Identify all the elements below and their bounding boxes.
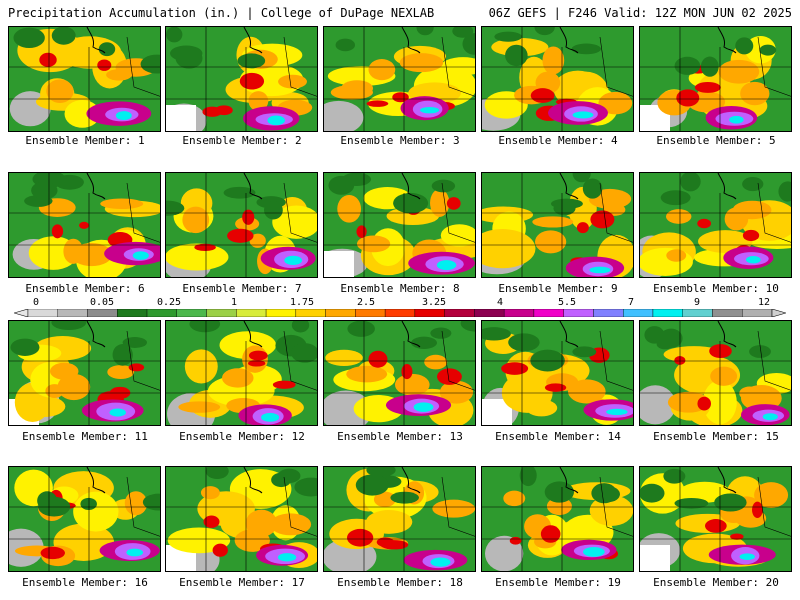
colorbar-tick-label: 7 <box>627 297 635 308</box>
ensemble-panel <box>8 466 161 572</box>
ensemble-panel <box>8 26 161 132</box>
ensemble-panel <box>323 26 476 132</box>
precip-map <box>640 467 791 571</box>
precip-map <box>9 321 160 425</box>
ensemble-member-label: Ensemble Member: 1 <box>25 134 145 147</box>
ensemble-member-label: Ensemble Member: 13 <box>337 430 463 443</box>
colorbar-tick-label: 3.25 <box>421 297 447 308</box>
ensemble-panel <box>165 172 318 278</box>
precip-map <box>166 173 317 277</box>
page-title: Precipitation Accumulation (in.) | Colle… <box>8 6 435 20</box>
precip-map <box>166 27 317 131</box>
ensemble-member-label: Ensemble Member: 4 <box>498 134 618 147</box>
colorbar-tick-label: 4 <box>496 297 504 308</box>
precip-map <box>640 27 791 131</box>
ensemble-panel <box>481 466 634 572</box>
ensemble-panel <box>481 320 634 426</box>
ensemble-panel <box>639 172 792 278</box>
ensemble-member-label: Ensemble Member: 2 <box>182 134 302 147</box>
ensemble-panel <box>639 320 792 426</box>
run-valid-time: 06Z GEFS | F246 Valid: 12Z MON JUN 02 20… <box>488 6 792 20</box>
precip-map <box>324 27 475 131</box>
colorbar: 0 0.05 0.25 1 1.75 2.5 3.25 4 5.5 7 9 12 <box>14 297 786 319</box>
ensemble-panel <box>165 466 318 572</box>
ensemble-member-label: Ensemble Member: 8 <box>340 282 460 295</box>
ensemble-panel <box>323 466 476 572</box>
ensemble-panel <box>481 26 634 132</box>
precip-map <box>324 467 475 571</box>
ensemble-member-label: Ensemble Member: 9 <box>498 282 618 295</box>
ensemble-member-label: Ensemble Member: 17 <box>179 576 305 589</box>
colorbar-tick-label: 12 <box>757 297 771 308</box>
precip-map <box>482 173 633 277</box>
ensemble-member-label: Ensemble Member: 15 <box>653 430 779 443</box>
ensemble-panel <box>8 172 161 278</box>
ensemble-panel <box>165 320 318 426</box>
precip-map <box>324 321 475 425</box>
header: Precipitation Accumulation (in.) | Colle… <box>0 0 800 24</box>
ensemble-panel <box>323 320 476 426</box>
colorbar-tick-label: 0 <box>32 297 40 308</box>
colorbar-tick-label: 5.5 <box>557 297 577 308</box>
ensemble-member-label: Ensemble Member: 20 <box>653 576 779 589</box>
colorbar-scale <box>14 309 786 317</box>
ensemble-panel <box>165 26 318 132</box>
colorbar-tick-label: 0.25 <box>156 297 182 308</box>
precip-map <box>166 321 317 425</box>
precip-map <box>324 173 475 277</box>
ensemble-panel <box>8 320 161 426</box>
ensemble-member-label: Ensemble Member: 10 <box>653 282 779 295</box>
precip-map <box>482 27 633 131</box>
ensemble-member-label: Ensemble Member: 12 <box>179 430 305 443</box>
colorbar-tick-label: 1 <box>230 297 238 308</box>
ensemble-member-label: Ensemble Member: 16 <box>22 576 148 589</box>
ensemble-panel <box>323 172 476 278</box>
ensemble-member-label: Ensemble Member: 3 <box>340 134 460 147</box>
ensemble-panel <box>639 466 792 572</box>
precip-map <box>482 467 633 571</box>
ensemble-member-label: Ensemble Member: 18 <box>337 576 463 589</box>
colorbar-labels: 0 0.05 0.25 1 1.75 2.5 3.25 4 5.5 7 9 12 <box>14 297 786 308</box>
precip-map <box>482 321 633 425</box>
ensemble-member-label: Ensemble Member: 14 <box>495 430 621 443</box>
colorbar-tick-label: 9 <box>693 297 701 308</box>
ensemble-member-label: Ensemble Member: 11 <box>22 430 148 443</box>
precip-map <box>166 467 317 571</box>
precip-map <box>640 173 791 277</box>
ensemble-member-label: Ensemble Member: 6 <box>25 282 145 295</box>
ensemble-member-label: Ensemble Member: 19 <box>495 576 621 589</box>
ensemble-panel <box>481 172 634 278</box>
precip-map <box>9 173 160 277</box>
colorbar-tick-label: 0.05 <box>89 297 115 308</box>
precip-map <box>640 321 791 425</box>
ensemble-member-label: Ensemble Member: 5 <box>656 134 776 147</box>
ensemble-member-label: Ensemble Member: 7 <box>182 282 302 295</box>
colorbar-tick-label: 2.5 <box>356 297 376 308</box>
colorbar-tick-label: 1.75 <box>289 297 315 308</box>
precip-map <box>9 467 160 571</box>
ensemble-panel <box>639 26 792 132</box>
precip-map <box>9 27 160 131</box>
